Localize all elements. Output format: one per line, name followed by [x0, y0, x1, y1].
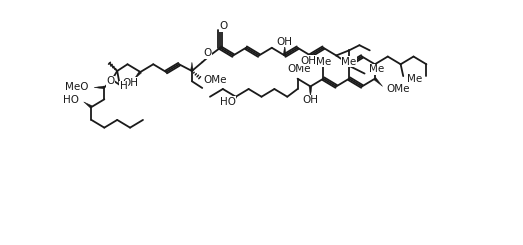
- Text: OH: OH: [277, 37, 293, 47]
- Polygon shape: [84, 102, 92, 108]
- Text: Me: Me: [316, 57, 331, 67]
- Text: OH: OH: [302, 95, 319, 105]
- Text: Me: Me: [369, 64, 384, 74]
- Text: HO: HO: [220, 97, 236, 107]
- Text: OH: OH: [122, 78, 138, 88]
- Polygon shape: [190, 62, 194, 71]
- Polygon shape: [309, 86, 312, 97]
- Text: OMe: OMe: [204, 75, 228, 85]
- Text: O: O: [220, 21, 228, 31]
- Text: OMe: OMe: [287, 64, 311, 74]
- Text: Me: Me: [342, 57, 357, 67]
- Polygon shape: [94, 86, 104, 89]
- Text: H: H: [120, 81, 128, 91]
- Text: HO: HO: [63, 95, 78, 105]
- Text: OH: OH: [300, 56, 316, 66]
- Polygon shape: [228, 96, 237, 103]
- Polygon shape: [374, 78, 383, 86]
- Polygon shape: [134, 71, 142, 80]
- Text: O: O: [203, 49, 211, 59]
- Text: MeO: MeO: [65, 83, 89, 92]
- Text: Me: Me: [407, 74, 422, 84]
- Text: OMe: OMe: [386, 84, 410, 94]
- Polygon shape: [283, 45, 286, 56]
- Text: O: O: [106, 76, 115, 86]
